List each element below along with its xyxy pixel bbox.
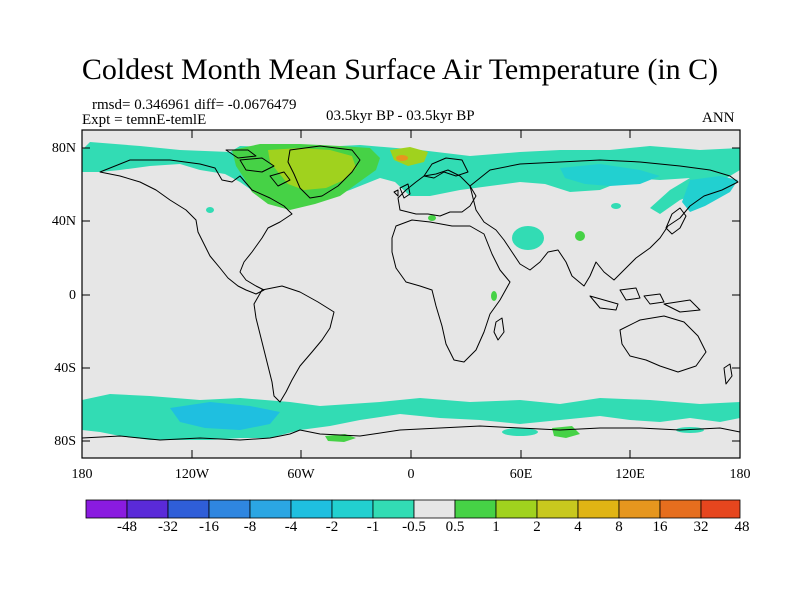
australia-coast (619, 315, 707, 373)
mideast-teal-spot (512, 226, 544, 250)
x-label-120w: 120W (174, 467, 210, 482)
colorbar-box-2 (126, 499, 169, 519)
y-label-40s: 40S (54, 361, 76, 376)
colorbar-box-8 (372, 499, 415, 519)
indian-ocean-teal-spot (502, 428, 538, 436)
asia-coast (469, 159, 739, 287)
x-label-180w: 180 (71, 467, 93, 482)
colorbar-label-9: 0.5 (445, 519, 465, 535)
colorbar-label-1: -48 (117, 519, 137, 535)
colorbar-box-5 (249, 499, 292, 519)
colorbar-label-3: -16 (199, 519, 219, 535)
colorbar-box-12 (536, 499, 579, 519)
colorbar-label-11: 2 (533, 519, 541, 535)
colorbar-label-16: 48 (734, 519, 750, 535)
indonesia-islands (589, 287, 701, 313)
north-america-coast (99, 159, 293, 295)
colorbar-label-12: 4 (574, 519, 582, 535)
colorbar-box-10 (454, 499, 497, 519)
new-zealand-coast (723, 363, 733, 385)
colorbar-box-7 (331, 499, 374, 519)
africa-coast (391, 219, 511, 363)
weddell-cyan-patch (170, 402, 280, 430)
south-america-coast (253, 285, 335, 403)
season-label: ANN (702, 110, 735, 126)
colorbar-label-8: -0.5 (402, 519, 426, 535)
x-label-0: 0 (407, 467, 415, 482)
colorbar-box-11 (495, 499, 538, 519)
colorbar-box-16 (700, 499, 741, 519)
tibet-green-spot (575, 231, 585, 241)
y-label-80s: 80S (54, 434, 76, 449)
chart-title: Coldest Month Mean Surface Air Temperatu… (81, 53, 719, 86)
colorbar-box-6 (290, 499, 333, 519)
colorbar-box-14 (618, 499, 661, 519)
antarctic-green-patch (325, 434, 356, 442)
british-isles (393, 183, 411, 199)
colorbar-box-9 (413, 499, 456, 519)
colorbar-label-7: -1 (366, 519, 380, 535)
colorbar-label-2: -32 (158, 519, 178, 535)
colorbar-box-13 (577, 499, 620, 519)
y-axis-ticks (82, 147, 740, 442)
coastlines (81, 145, 741, 441)
north-atlantic-orange-spot (396, 155, 408, 161)
x-label-60w: 60W (287, 467, 315, 482)
colorbar (85, 499, 741, 519)
east-africa-green-spot (491, 291, 497, 301)
y-label-80n: 80N (51, 141, 76, 156)
colorbar-label-15: 32 (693, 519, 709, 535)
north-atlantic-green-patch (390, 147, 428, 166)
period-label: 03.5kyr BP - 03.5kyr BP (326, 108, 475, 124)
japan-coast (665, 207, 687, 235)
y-label-40n: 40N (51, 214, 76, 229)
anomaly-regions (82, 142, 740, 442)
colorbar-box-4 (208, 499, 251, 519)
colorbar-box-15 (659, 499, 702, 519)
colorbar-box-3 (167, 499, 210, 519)
colorbar-label-14: 16 (652, 519, 668, 535)
stats-text: rmsd= 0.346961 diff= -0.0676479 (92, 97, 297, 113)
mediterranean-green-spot (428, 215, 436, 221)
colorbar-label-5: -4 (284, 519, 298, 535)
scandinavia-coast (423, 157, 469, 179)
x-label-180e: 180 (729, 467, 751, 482)
canadian-islands (225, 149, 291, 187)
colorbar-label-4: -8 (243, 519, 257, 535)
y-label-0: 0 (69, 288, 76, 303)
x-label-120e: 120E (615, 467, 645, 482)
colorbar-label-13: 8 (615, 519, 623, 535)
x-label-60e: 60E (509, 467, 533, 482)
colorbar-label-6: -2 (325, 519, 339, 535)
siberia-cyan-patch (560, 164, 660, 186)
colorbar-box-1 (85, 499, 128, 519)
antarctica-coast (81, 425, 741, 441)
x-axis-ticks (81, 130, 741, 458)
colorbar-label-10: 1 (492, 519, 500, 535)
asia-teal-spot (611, 203, 621, 209)
greenland-coast (287, 145, 361, 199)
pacific-teal-spot (206, 207, 214, 213)
experiment-label: Expt = temnE-temlE (82, 112, 207, 128)
madagascar-coast (493, 317, 505, 341)
